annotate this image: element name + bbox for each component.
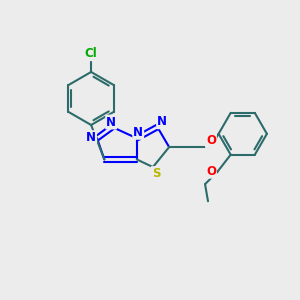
Text: O: O bbox=[206, 165, 216, 178]
Text: N: N bbox=[106, 116, 116, 128]
Text: N: N bbox=[86, 131, 96, 144]
Text: O: O bbox=[206, 134, 216, 147]
Text: S: S bbox=[152, 167, 160, 180]
Text: N: N bbox=[133, 126, 143, 139]
Text: Cl: Cl bbox=[85, 47, 98, 60]
Text: N: N bbox=[157, 115, 167, 128]
